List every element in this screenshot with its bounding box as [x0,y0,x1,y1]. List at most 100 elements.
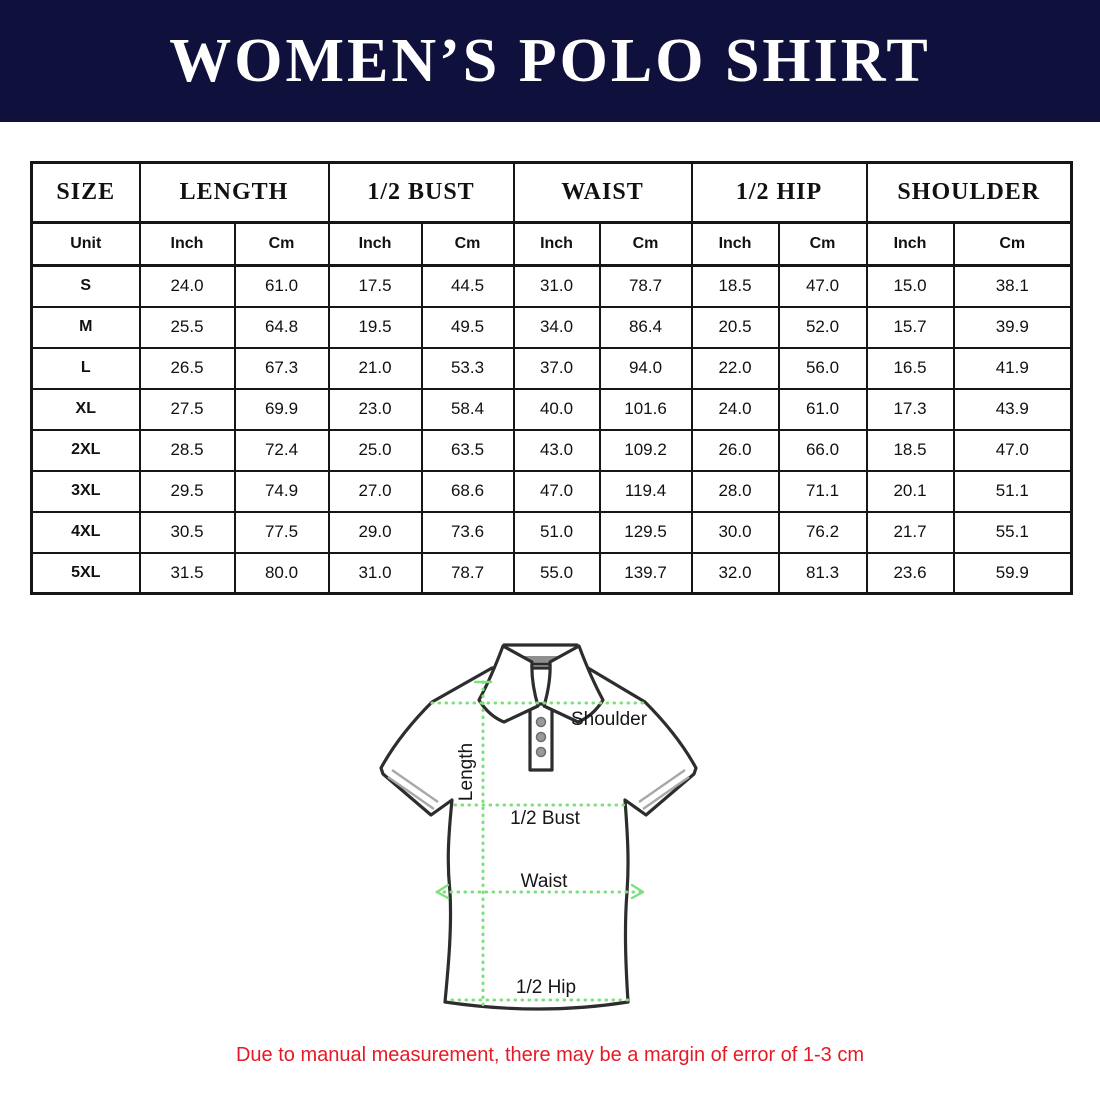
measurement-cell: 34.0 [512,305,601,349]
right-cuff-stitch [638,769,690,810]
measurement-cell: 139.7 [598,551,693,595]
size-row: S 24.0 61.0 17.5 44.5 31.0 78.7 18.5 47.0 15.0 38.… [30,264,1073,308]
measurement-cell: 64.8 [233,305,330,349]
measurement-cell: 27.0 [327,469,423,513]
size-row: 2XL 28.5 72.4 25.0 63.5 43.0 109.2 26.0 66.0 18.5… [30,428,1073,472]
measurement-cell: 25.0 [327,428,423,472]
measurement-cell: 44.5 [420,264,515,308]
measurement-cell: 32.0 [690,551,780,595]
measurement-cell: 69.9 [233,387,330,431]
unit-cell: Cm [952,221,1073,267]
measurement-cell: 25.5 [138,305,236,349]
measurement-cell: 26.5 [138,346,236,390]
measurement-cell: 47.0 [512,469,601,513]
measurement-cell: 61.0 [233,264,330,308]
measurement-cell: 24.0 [138,264,236,308]
measurement-cell: 80.0 [233,551,330,595]
button [535,746,547,758]
measurement-cell: 61.0 [777,387,868,431]
measurement-cell: 77.5 [233,510,330,554]
measurement-cell: 43.9 [952,387,1073,431]
unit-cell: Inch [865,221,955,267]
bust-label: 1/2 Bust [510,808,580,829]
unit-cell: Cm [598,221,693,267]
measurement-cell: 21.7 [865,510,955,554]
measurement-cell: 23.6 [865,551,955,595]
col-header-shoulder: SHOULDER [865,161,1073,224]
measurement-cell: 31.5 [138,551,236,595]
col-header-length: LENGTH [138,161,330,224]
size-label-cell: L [30,346,141,390]
measurement-cell: 68.6 [420,469,515,513]
measurement-cell: 73.6 [420,510,515,554]
measurement-cell: 78.7 [420,551,515,595]
measurement-cell: 30.5 [138,510,236,554]
size-label-cell: M [30,305,141,349]
measurement-cell: 74.9 [233,469,330,513]
measurement-cell: 29.5 [138,469,236,513]
size-label-cell: 4XL [30,510,141,554]
measurement-cell: 28.0 [690,469,780,513]
measurement-cell: 43.0 [512,428,601,472]
size-row: 5XL 31.5 80.0 31.0 78.7 55.0 139.7 32.0 81.3 23.6… [30,551,1073,595]
size-row: L 26.5 67.3 21.0 53.3 37.0 94.0 22.0 56.0 16.5 41.… [30,346,1073,390]
button [535,731,547,743]
waist-arrow-left [435,883,450,900]
size-label-cell: XL [30,387,141,431]
measurement-cell: 53.3 [420,346,515,390]
size-chart-table: SIZE LENGTH 1/2 BUST WAIST 1/2 HIP SHOUL… [30,161,1074,595]
left-cuff-stitch [387,769,439,810]
col-header-size: SIZE [30,161,141,224]
unit-cell: Inch [327,221,423,267]
size-table-body: S 24.0 61.0 17.5 44.5 31.0 78.7 18.5 47.0 15.0 38.… [30,264,1073,595]
measurement-cell: 129.5 [598,510,693,554]
measurement-cell: 66.0 [777,428,868,472]
measurement-disclaimer: Due to manual measurement, there may be … [235,1044,865,1066]
measurement-cell: 94.0 [598,346,693,390]
measurement-cell: 31.0 [327,551,423,595]
measurement-cell: 39.9 [952,305,1073,349]
unit-cell: Inch [138,221,236,267]
measurement-cell: 26.0 [690,428,780,472]
table-header-row: SIZE LENGTH 1/2 BUST WAIST 1/2 HIP SHOUL… [30,161,1073,224]
measurement-cell: 17.3 [865,387,955,431]
col-header-bust: 1/2 BUST [327,161,515,224]
unit-cell: Cm [777,221,868,267]
measurement-cell: 27.5 [138,387,236,431]
polo-diagram: Shoulder Length 1/2 Bust Waist 1/2 Hip [379,643,698,1012]
size-row: 3XL 29.5 74.9 27.0 68.6 47.0 119.4 28.0 71.1 20.1… [30,469,1073,513]
col-header-waist: WAIST [512,161,693,224]
measurement-cell: 51.1 [952,469,1073,513]
measurement-cell: 52.0 [777,305,868,349]
size-row: 4XL 30.5 77.5 29.0 73.6 51.0 129.5 30.0 76.2 21.7… [30,510,1073,554]
measurement-cell: 41.9 [952,346,1073,390]
unit-cell: Cm [233,221,330,267]
measurement-cell: 18.5 [690,264,780,308]
length-label: Length [456,743,477,801]
measurement-cell: 15.0 [865,264,955,308]
measurement-cell: 20.1 [865,469,955,513]
measurement-cell: 78.7 [598,264,693,308]
col-header-hip: 1/2 HIP [690,161,868,224]
measurement-cell: 15.7 [865,305,955,349]
measurement-cell: 24.0 [690,387,780,431]
measurement-cell: 20.5 [690,305,780,349]
size-label-cell: 5XL [30,551,141,595]
measurement-cell: 16.5 [865,346,955,390]
measurement-cell: 28.5 [138,428,236,472]
size-row: XL 27.5 69.9 23.0 58.4 40.0 101.6 24.0 61.0 17.3 4… [30,387,1073,431]
size-label-cell: 3XL [30,469,141,513]
measurement-cell: 38.1 [952,264,1073,308]
measurement-cell: 29.0 [327,510,423,554]
measurement-cell: 86.4 [598,305,693,349]
measurement-cell: 56.0 [777,346,868,390]
hip-label: 1/2 Hip [516,977,576,998]
measurement-cell: 67.3 [233,346,330,390]
unit-cell: Inch [512,221,601,267]
measurement-cell: 47.0 [777,264,868,308]
measurement-cell: 17.5 [327,264,423,308]
measurement-cell: 21.0 [327,346,423,390]
title-banner: WOMEN’S POLO SHIRT [0,0,1100,122]
measurement-cell: 22.0 [690,346,780,390]
measurement-cell: 18.5 [865,428,955,472]
